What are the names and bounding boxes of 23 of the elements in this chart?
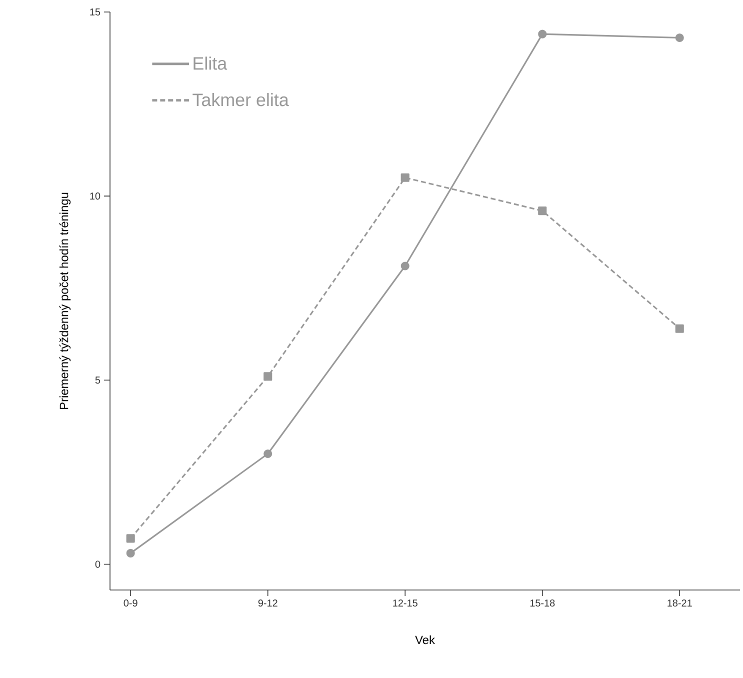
x-tick-label: 0-9 — [124, 599, 138, 607]
y-tick-label: 5 — [95, 376, 100, 384]
x-axis-title: Vek — [415, 635, 436, 644]
point — [400, 262, 410, 270]
point — [400, 173, 410, 182]
x-tick-label: 12-15 — [393, 599, 418, 607]
y-tick-label: 0 — [95, 560, 100, 568]
point — [675, 33, 684, 42]
point — [126, 548, 135, 558]
point — [675, 324, 684, 333]
y-axis-title: Priemerný týždenný počet hodín tréningu — [59, 192, 71, 409]
point — [126, 534, 135, 543]
y-tick-label: 10 — [90, 192, 100, 200]
x-tick-label: 18-21 — [668, 599, 692, 607]
x-tick-label: 9-12 — [258, 599, 278, 607]
y-tick-label: 15 — [90, 8, 100, 16]
point — [264, 372, 272, 381]
legend-label: Takmer elita — [192, 93, 289, 106]
legend-label: Elita — [194, 56, 228, 70]
x-tick-label: 15-18 — [530, 599, 555, 607]
point — [538, 30, 547, 38]
point — [264, 449, 272, 458]
point — [538, 206, 547, 216]
